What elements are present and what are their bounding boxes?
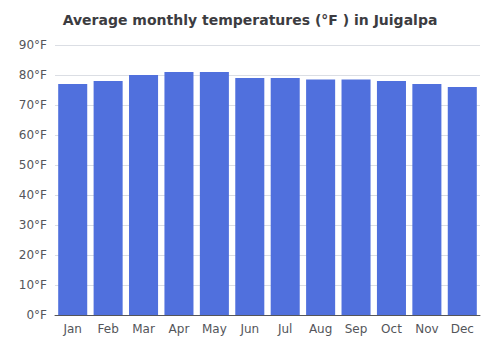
svg-text:40°F: 40°F bbox=[19, 188, 47, 202]
svg-text:Mar: Mar bbox=[132, 322, 155, 336]
svg-text:Nov: Nov bbox=[415, 322, 438, 336]
svg-text:Sep: Sep bbox=[345, 322, 368, 336]
svg-text:Oct: Oct bbox=[381, 322, 402, 336]
svg-text:30°F: 30°F bbox=[19, 218, 47, 232]
svg-text:Aug: Aug bbox=[309, 322, 332, 336]
svg-text:May: May bbox=[202, 322, 227, 336]
svg-text:Jul: Jul bbox=[277, 322, 292, 336]
svg-text:Average monthly temperatures (: Average monthly temperatures (°F ) in Ju… bbox=[63, 12, 438, 28]
svg-text:70°F: 70°F bbox=[19, 98, 47, 112]
svg-text:0°F: 0°F bbox=[26, 308, 47, 322]
svg-text:Jan: Jan bbox=[62, 322, 82, 336]
svg-text:20°F: 20°F bbox=[19, 248, 47, 262]
svg-text:Dec: Dec bbox=[451, 322, 474, 336]
svg-text:Apr: Apr bbox=[169, 322, 190, 336]
svg-text:80°F: 80°F bbox=[19, 68, 47, 82]
svg-text:90°F: 90°F bbox=[19, 38, 47, 52]
svg-text:Jun: Jun bbox=[239, 322, 259, 336]
svg-text:Feb: Feb bbox=[98, 322, 119, 336]
svg-text:50°F: 50°F bbox=[19, 158, 47, 172]
svg-text:60°F: 60°F bbox=[19, 128, 47, 142]
svg-text:10°F: 10°F bbox=[19, 278, 47, 292]
